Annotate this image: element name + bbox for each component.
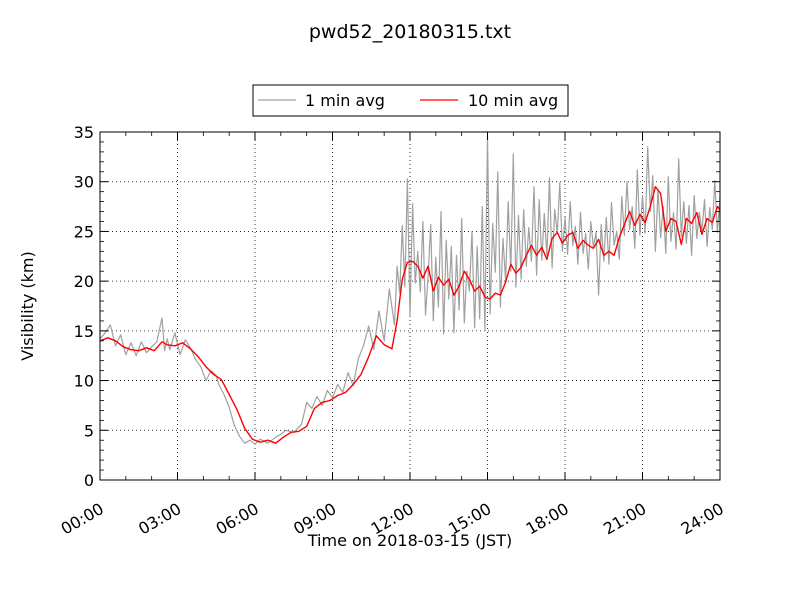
chart-title: pwd52_20180315.txt [309, 21, 511, 43]
y-tick-label: 0 [84, 471, 94, 490]
y-tick-label: 20 [74, 272, 94, 291]
y-axis: 0 5 10 15 20 25 30 35 [74, 123, 720, 490]
x-tick-label: 24:00 [678, 499, 727, 539]
legend-label-10min: 10 min avg [468, 91, 558, 110]
minor-ticks [100, 132, 720, 480]
series-10min-avg-line [99, 185, 721, 444]
plot-area [99, 131, 721, 481]
series-layer [99, 136, 721, 445]
y-tick-label: 30 [74, 173, 94, 192]
y-tick-label: 35 [74, 123, 94, 142]
y-tick-label: 15 [74, 322, 94, 341]
legend-label-1min: 1 min avg [305, 91, 385, 110]
x-tick-label: 18:00 [523, 499, 572, 539]
y-tick-label: 10 [74, 372, 94, 391]
y-tick-label: 5 [84, 421, 94, 440]
x-tick-label: 03:00 [135, 499, 184, 539]
x-tick-label: 00:00 [58, 499, 107, 539]
x-tick-label: 21:00 [600, 499, 649, 539]
y-tick-label: 25 [74, 222, 94, 241]
x-tick-label: 06:00 [213, 499, 262, 539]
legend-box [252, 84, 569, 117]
x-axis-label: Time on 2018-03-15 (JST) [307, 531, 512, 550]
legend: 1 min avg 10 min avg [252, 84, 569, 117]
y-axis-label: Visibility (km) [18, 251, 37, 360]
